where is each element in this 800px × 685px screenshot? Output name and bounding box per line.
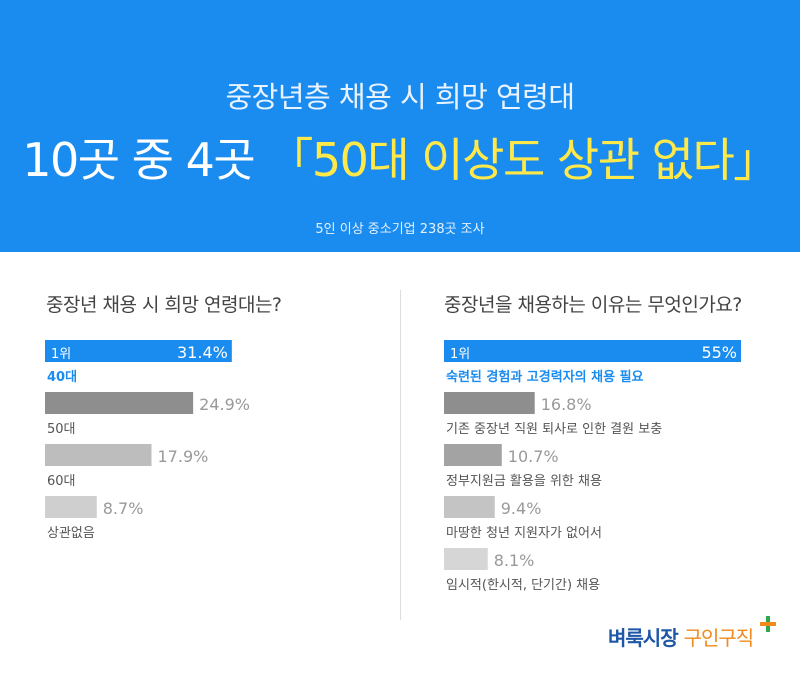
age-rank-label: 1위 [51,347,71,362]
age-bar-3 [45,444,152,466]
reason-bar-5 [444,548,488,570]
reason-value-label-3: 10.7% [508,447,559,466]
brand-logo: 벼룩시장 구인구직 [608,626,754,650]
reason-category-label-3: 정부지원금 활용을 위한 채용 [446,474,602,489]
reason-rank-label: 1위 [450,347,470,362]
age-category-label-3: 60대 [47,474,76,489]
reason-category-label-5: 임시적(한시적, 단기간) 채용 [446,578,600,593]
reason-category-label-1: 숙련된 경험과 고경력자의 채용 필요 [446,369,644,385]
age-preference-chart: 31.4% 1위 40대 24.9% 50대 17.9% 60대 8.7% 상관없음 [45,340,250,541]
reason-category-label-2: 기존 중장년 직원 퇴사로 인한 결원 보충 [446,422,662,437]
reason-category-label-4: 마땅한 청년 지원자가 없어서 [446,526,602,541]
reason-value-label-2: 16.8% [541,395,592,414]
header-subtitle: 중장년층 채용 시 희망 연령대 [225,80,575,114]
reason-value-label-4: 9.4% [501,499,542,518]
age-bar-4 [45,496,97,518]
age-category-label-4: 상관없음 [47,526,95,541]
reason-bar-2 [444,392,535,414]
header-headline: 10곳 중 4곳 「50대 이상도 상관 없다」 [0,124,800,190]
plus-icon [760,616,776,632]
age-bar-2 [45,392,194,414]
survey-source: 5인 이상 중소기업 238곳 조사 [315,222,485,237]
reason-value-label-5: 8.1% [494,551,535,570]
age-category-label-1: 40대 [47,370,77,385]
column-divider [400,290,401,620]
age-value-label-2: 24.9% [199,395,250,414]
headline-highlight: 「50대 이상도 상관 없다」 [267,133,779,187]
header-banner: 중장년층 채용 시 희망 연령대 10곳 중 4곳 「50대 이상도 상관 없다… [0,0,800,252]
age-value-label-3: 17.9% [158,447,209,466]
age-category-label-2: 50대 [47,422,76,437]
age-value-label-4: 8.7% [103,499,144,518]
age-bar-1 [45,340,232,362]
reason-bar-4 [444,496,495,518]
right-question-title: 중장년을 채용하는 이유는 무엇인가요? [444,294,742,316]
reason-bar-3 [444,444,502,466]
headline-lead: 10곳 중 4곳 [22,133,268,187]
reason-bar-1 [444,340,741,362]
reason-value-label-1: 55% [701,343,737,362]
age-value-label-1: 31.4% [177,343,228,362]
left-question-title: 중장년 채용 시 희망 연령대는? [46,294,282,316]
